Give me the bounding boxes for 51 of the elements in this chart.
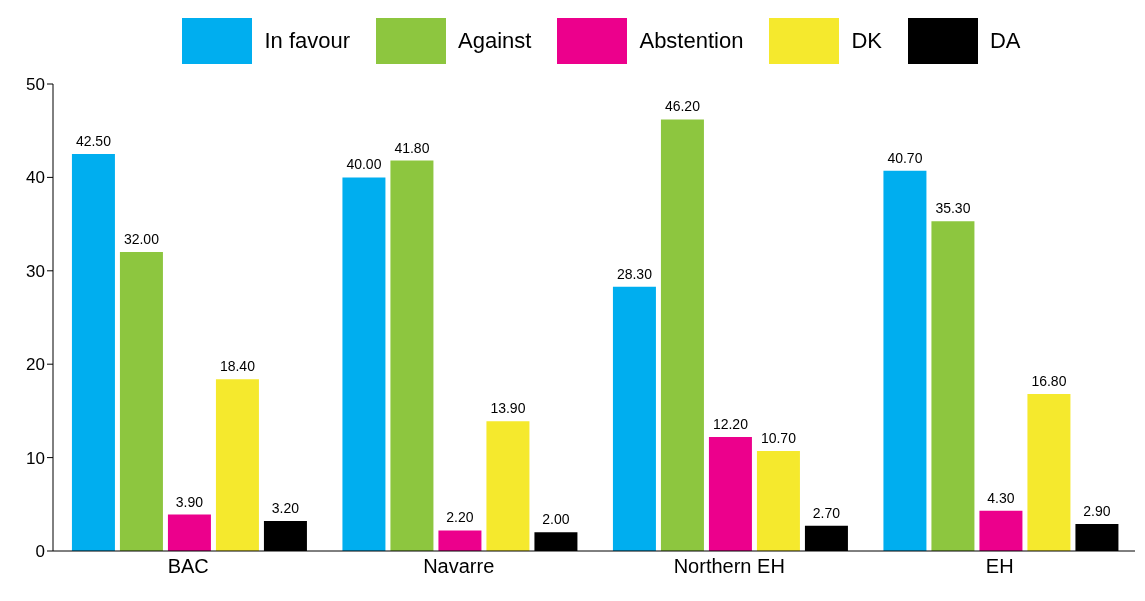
x-tick-label: BAC (167, 555, 209, 578)
legend-label: Against (458, 28, 532, 54)
legend-label: DA (989, 28, 1021, 54)
x-tick-label: Northern EH (673, 555, 785, 578)
data-label: 28.30 (616, 265, 653, 282)
y-tick-label: 20 (26, 355, 45, 375)
data-label: 2.00 (542, 511, 570, 528)
y-tick-label: 10 (26, 448, 45, 468)
data-label: 42.50 (75, 133, 112, 150)
legend-label: DK (851, 28, 882, 54)
bar (979, 510, 1023, 551)
y-tick-label: 40 (26, 168, 45, 188)
data-label: 32.00 (123, 231, 160, 248)
bar (708, 437, 752, 551)
bar (71, 154, 115, 551)
data-label: 4.30 (987, 489, 1015, 506)
y-tick-label: 50 (26, 75, 45, 95)
data-label: 13.90 (490, 400, 526, 417)
bar (931, 221, 975, 551)
bar (756, 451, 800, 551)
y-tick-label: 30 (26, 261, 45, 281)
data-label: 10.70 (760, 430, 797, 447)
bar (215, 379, 259, 551)
bar (883, 170, 927, 551)
bar (1027, 394, 1071, 551)
data-label: 2.70 (812, 504, 841, 521)
bar (342, 177, 386, 551)
x-tick-label: EH (985, 555, 1014, 578)
data-label: 2.20 (446, 509, 474, 526)
data-label: 12.20 (712, 416, 749, 433)
data-label: 18.40 (219, 358, 256, 375)
data-label: 3.90 (175, 493, 204, 510)
bar (660, 119, 704, 551)
bar (390, 160, 434, 551)
legend-label: Abstention (639, 28, 744, 54)
bar (612, 286, 656, 551)
bar (486, 421, 530, 551)
data-label: 2.90 (1083, 502, 1111, 519)
data-label: 35.30 (935, 200, 971, 217)
data-label: 16.80 (1031, 373, 1067, 390)
y-tick-label: 0 (35, 542, 45, 562)
data-label: 41.80 (394, 139, 430, 156)
data-label: 46.20 (664, 98, 701, 115)
bar (119, 252, 163, 551)
data-label: 40.70 (887, 149, 923, 166)
bar (167, 514, 211, 551)
bar (438, 530, 482, 551)
data-label: 40.00 (346, 156, 382, 173)
x-tick-label: Navarre (423, 555, 495, 578)
data-label: 3.20 (271, 500, 300, 517)
legend-label: In favour (264, 28, 351, 54)
